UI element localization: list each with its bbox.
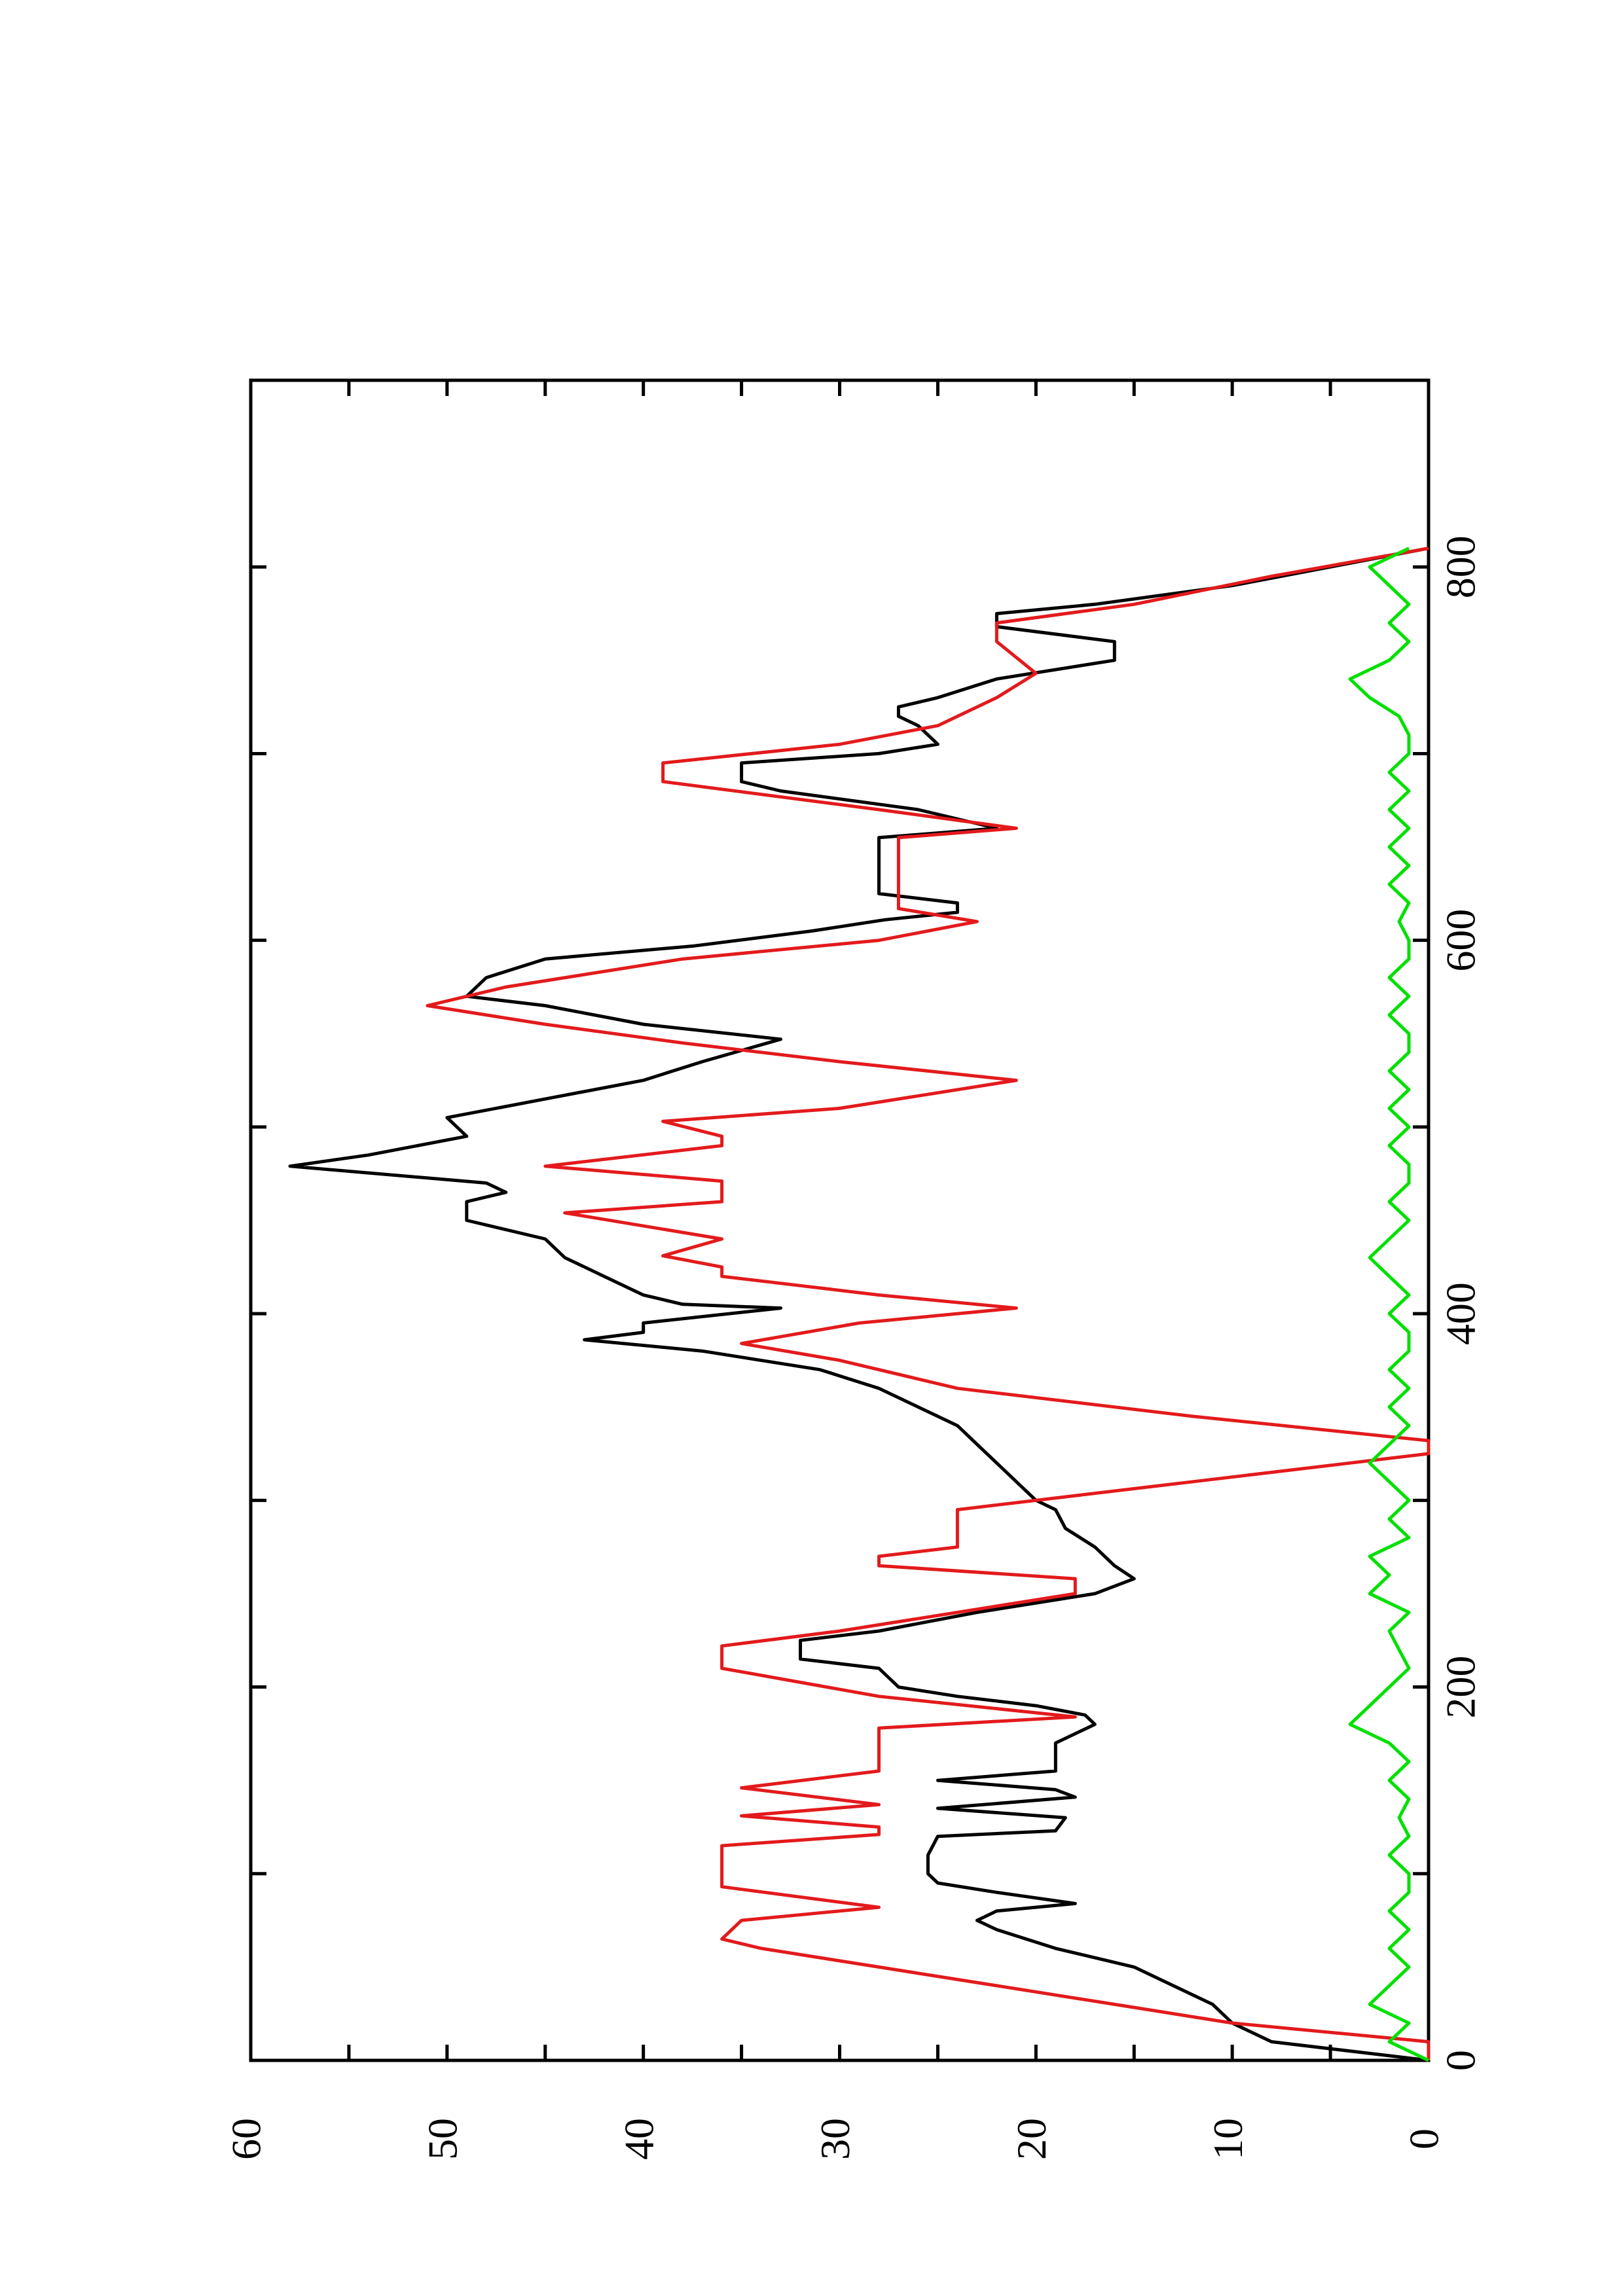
x-tick-label: 600 [1438, 909, 1484, 972]
x-tick-label: 400 [1438, 1282, 1484, 1345]
x-tick-label: 0 [1438, 2050, 1484, 2071]
series-line [288, 547, 1429, 2062]
y-tick-label: 40 [615, 2118, 662, 2160]
y-tick-label: 20 [1008, 2118, 1055, 2160]
series-line [1348, 547, 1430, 2062]
y-tick-label: 10 [1205, 2118, 1251, 2160]
y-tick-label: 50 [420, 2118, 466, 2160]
x-tick-label: 800 [1438, 535, 1484, 598]
y-tick-label: 60 [223, 2118, 270, 2160]
y-tick-label: 30 [812, 2118, 858, 2160]
series-line [426, 547, 1431, 2060]
x-tick-label: 200 [1438, 1656, 1484, 1719]
y-tick-label: 0 [1401, 2128, 1448, 2149]
